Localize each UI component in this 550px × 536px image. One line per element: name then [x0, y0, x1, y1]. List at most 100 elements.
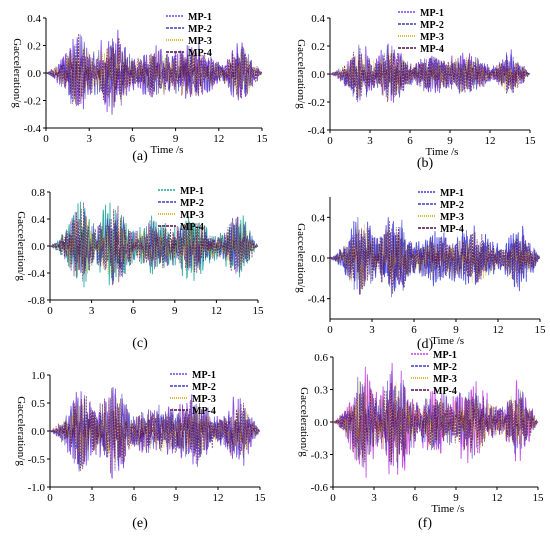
x-tick-label: 3 — [367, 135, 373, 147]
x-axis-label: Time /s — [431, 335, 464, 347]
legend-label-mp-4: MP-4 — [420, 44, 444, 55]
legend-label-mp-2: MP-2 — [440, 200, 464, 211]
x-tick-label: 9 — [453, 492, 459, 504]
legend-label-mp-2: MP-2 — [192, 382, 216, 393]
x-tick-label: 0 — [327, 135, 333, 147]
x-tick-label: 15 — [525, 135, 537, 147]
series-line-mp-4 — [50, 202, 259, 286]
series-line-mp-4 — [49, 388, 260, 474]
x-tick-label: 3 — [369, 324, 375, 336]
y-tick-label: 0.6 — [314, 352, 328, 364]
series-line-mp-4 — [329, 220, 541, 295]
x-tick-label: 9 — [453, 324, 459, 336]
series-line-mp-2 — [45, 36, 263, 107]
x-tick-label: 12 — [213, 133, 224, 145]
y-tick-label: 0.4 — [311, 212, 325, 224]
x-tick-label: 0 — [330, 492, 336, 504]
y-tick-label: 0.3 — [314, 385, 328, 397]
y-tick-label: 0.0 — [314, 417, 328, 429]
x-tick-label: 0 — [43, 133, 49, 145]
y-tick-label: 0.2 — [311, 41, 325, 53]
x-tick-label: 9 — [172, 305, 178, 317]
y-tick-label: -0.4 — [24, 123, 42, 135]
x-tick-label: 12 — [493, 324, 504, 336]
legend-label-mp-3: MP-3 — [420, 32, 444, 43]
y-tick-label: -0.6 — [311, 482, 329, 494]
legend-label-mp-3: MP-3 — [440, 212, 464, 223]
legend-label-mp-2: MP-2 — [433, 362, 457, 373]
panel-label: (a) — [132, 149, 148, 164]
x-tick-label: 0 — [47, 492, 53, 504]
y-tick-label: -1.0 — [28, 482, 46, 494]
y-tick-label: 0.4 — [311, 13, 325, 25]
legend-label-mp-2: MP-2 — [180, 198, 204, 209]
y-tick-label: -0.5 — [28, 454, 46, 466]
chart-panel-5: 0 3 6 9 12 15 -1.0 -0.5 0.0 0.5 1.0 Gacceleration/g… — [15, 370, 266, 531]
chart-panel-3: 0 3 6 9 12 15 -0.8 -0.4 0.0 0.4 0.8 Gacceleration/g… — [15, 186, 264, 351]
legend-label-mp-1: MP-1 — [440, 188, 464, 199]
x-tick-label: 12 — [213, 492, 224, 504]
y-axis-label: Gacceleration/g — [15, 396, 27, 466]
series-line-mp-3 — [49, 216, 259, 277]
legend-label-mp-1: MP-1 — [180, 186, 204, 197]
panel-label: (d) — [417, 337, 434, 352]
y-tick-label: -0.2 — [308, 97, 325, 109]
y-tick-label: -0.4 — [308, 125, 326, 137]
legend-label-mp-1: MP-1 — [433, 350, 457, 361]
y-tick-label: 0.0 — [31, 241, 45, 253]
y-axis-label: Gacceleration/g — [298, 387, 310, 457]
series-line-mp-4 — [45, 33, 263, 106]
series-line-mp-2 — [330, 44, 530, 103]
legend-label-mp-3: MP-3 — [188, 36, 212, 47]
series-line-mp-2 — [49, 393, 261, 472]
y-axis-label: Gacceleration/g — [295, 39, 307, 109]
legend-label-mp-4: MP-4 — [192, 406, 216, 417]
y-tick-label: 0.0 — [27, 68, 41, 80]
legend-label-mp-1: MP-1 — [192, 370, 216, 381]
y-axis-label: Gacceleration/g — [295, 223, 307, 293]
y-axis-label: Gacceleration/g — [11, 38, 23, 108]
x-tick-label: 6 — [411, 324, 417, 336]
panel-label: (c) — [132, 336, 148, 351]
y-tick-label: -0.3 — [311, 450, 329, 462]
legend-label-mp-2: MP-2 — [420, 20, 444, 31]
y-axis-label: Gacceleration/g — [15, 211, 27, 281]
legend-label-mp-4: MP-4 — [440, 224, 464, 235]
x-tick-label: 6 — [407, 135, 413, 147]
series-line-mp-3 — [45, 45, 263, 107]
x-tick-label: 3 — [89, 305, 95, 317]
legend-label-mp-4: MP-4 — [433, 386, 457, 397]
x-tick-label: 9 — [447, 135, 453, 147]
x-tick-label: 9 — [173, 133, 179, 145]
y-tick-label: -0.4 — [28, 268, 46, 280]
x-tick-label: 0 — [47, 305, 53, 317]
legend-label-mp-4: MP-4 — [180, 222, 204, 233]
panel-label: (f) — [418, 516, 432, 531]
y-tick-label: 0.0 — [311, 69, 325, 81]
x-tick-label: 15 — [535, 324, 547, 336]
x-axis-label: Time /s — [431, 503, 464, 515]
y-tick-label: 0.4 — [31, 214, 45, 226]
chart-panel-4: 0 3 6 9 12 15 -0.4 0.0 0.4 Gacceleration/g Time /s… — [295, 188, 546, 352]
y-tick-label: -0.2 — [24, 96, 41, 108]
y-tick-label: 0.2 — [27, 41, 41, 53]
legend-label-mp-3: MP-3 — [180, 210, 204, 221]
series-line-mp-4 — [333, 383, 538, 463]
legend-label-mp-2: MP-2 — [188, 24, 212, 35]
x-tick-label: 6 — [130, 305, 136, 317]
x-tick-label: 6 — [412, 492, 418, 504]
y-tick-label: 0.8 — [31, 187, 45, 199]
x-tick-label: 15 — [257, 133, 269, 145]
x-axis-label: Time /s — [150, 144, 183, 156]
y-tick-label: -0.4 — [308, 294, 326, 306]
x-tick-label: 9 — [173, 492, 179, 504]
chart-panel-2: 0 3 6 9 12 15 -0.4 -0.2 0.0 0.2 0.4 Gacceleration/g… — [295, 8, 536, 171]
y-tick-label: -0.8 — [28, 295, 46, 307]
panel-label: (e) — [132, 516, 148, 531]
y-tick-label: 0.0 — [311, 253, 325, 265]
x-tick-label: 3 — [86, 133, 92, 145]
x-tick-label: 15 — [255, 492, 267, 504]
y-tick-label: 0.5 — [31, 398, 45, 410]
legend-label-mp-1: MP-1 — [420, 8, 444, 19]
